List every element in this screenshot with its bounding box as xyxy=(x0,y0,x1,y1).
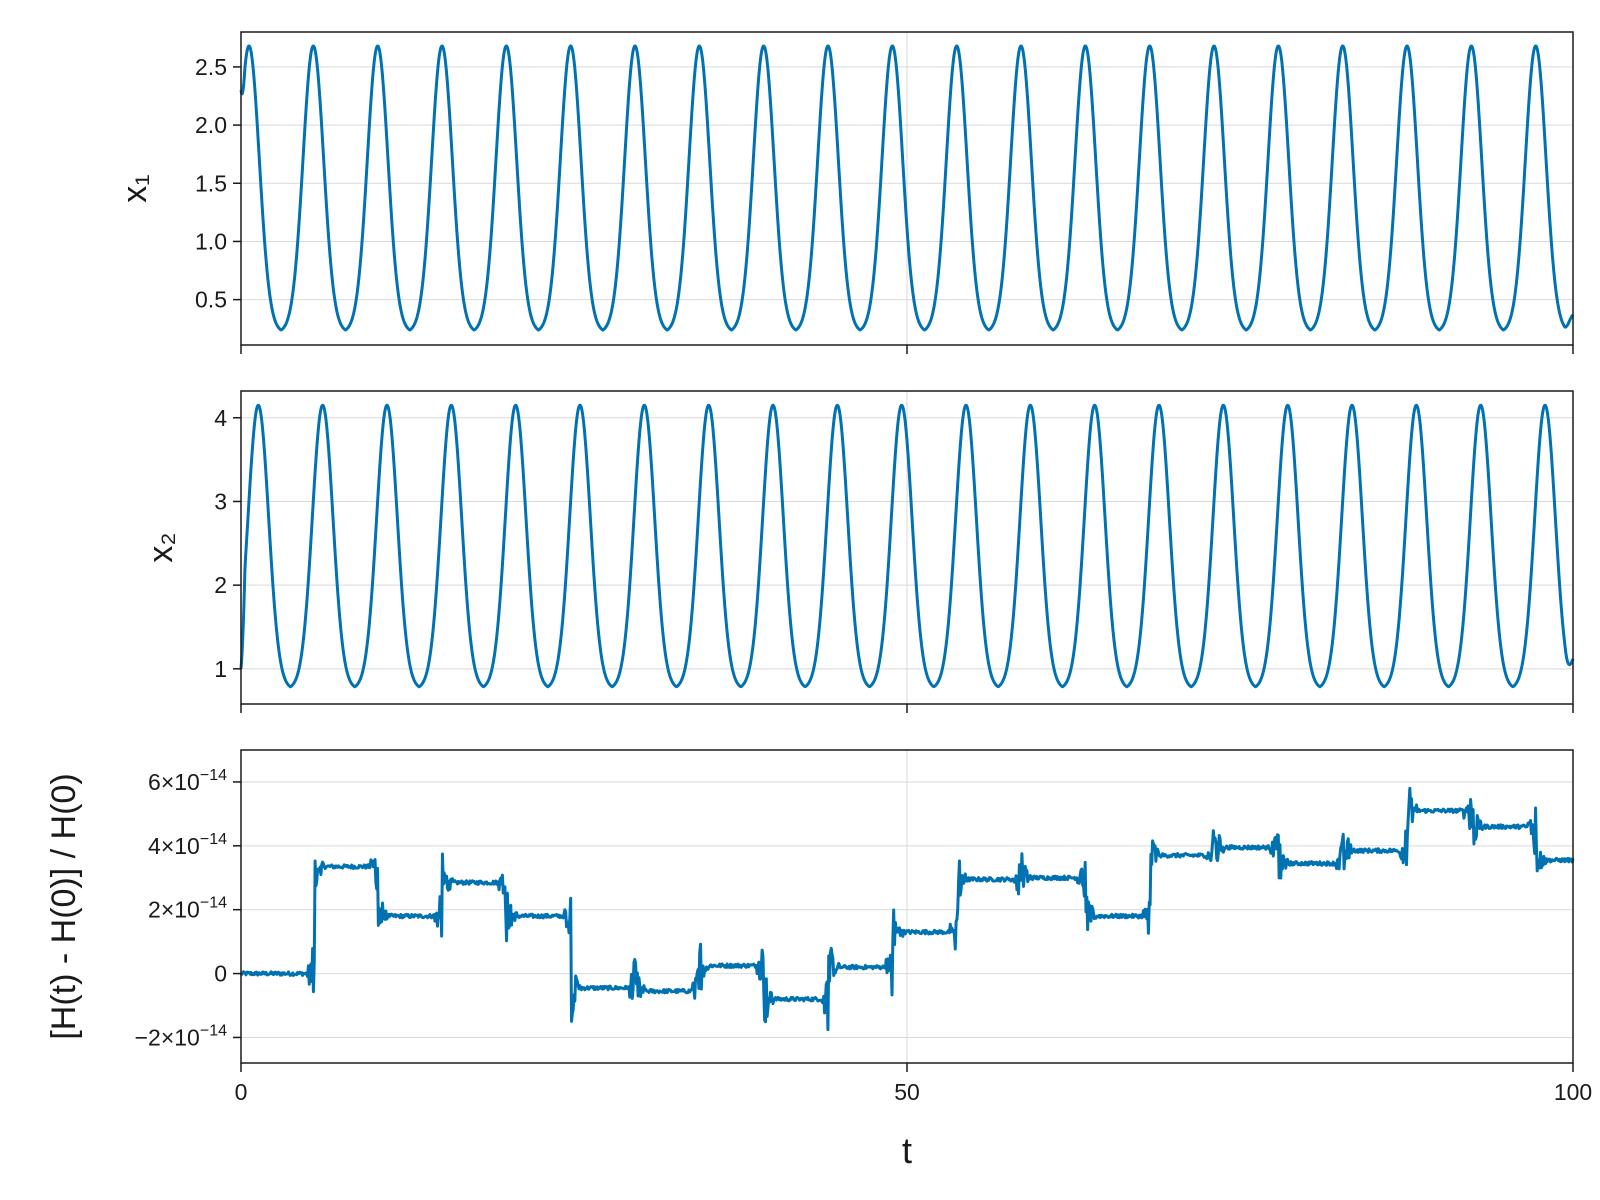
y-axis-label: [H(t) - H(0)] / H(0) xyxy=(45,773,83,1039)
x-tick-label: 50 xyxy=(894,1079,920,1105)
x2-panel: 1 2 3 4 x₂ xyxy=(142,390,1575,713)
y-tick-label: 1.0 xyxy=(195,228,227,254)
y-tick-mantissa: 6×10 xyxy=(148,769,200,795)
series-line xyxy=(239,403,1575,689)
y-tick-label: −2×10−14 xyxy=(135,1022,227,1050)
y-tick-label: 3 xyxy=(214,488,227,514)
series-line xyxy=(239,44,1575,332)
y-tick-exponent: −14 xyxy=(200,767,227,784)
y-tick-exponent: −14 xyxy=(200,895,227,912)
y-tick-label: 6×10−14 xyxy=(148,767,227,795)
x1-panel: 0.5 1.0 1.5 2.0 2.5 x₁ xyxy=(116,31,1575,354)
y-axis-label: x₁ xyxy=(116,174,154,202)
x-tick-label: 100 xyxy=(1554,1079,1592,1105)
y-tick-mantissa: 0 xyxy=(214,961,227,987)
y-tick-mantissa: 2×10 xyxy=(148,897,200,923)
y-tick-mantissa: 4×10 xyxy=(148,833,200,859)
y-tick-label: 1 xyxy=(214,656,227,682)
y-tick-label: 4×10−14 xyxy=(148,831,227,859)
y-tick-exponent: −14 xyxy=(200,831,227,848)
y-tick-exponent: −14 xyxy=(200,1022,227,1039)
y-tick-label: 0.5 xyxy=(195,287,227,313)
y-tick-label: 2.0 xyxy=(195,112,227,138)
x-tick-label: 0 xyxy=(235,1079,248,1105)
y-tick-label: 1.5 xyxy=(195,170,227,196)
series-line xyxy=(239,786,1575,1032)
y-tick-mantissa: −2×10 xyxy=(135,1024,200,1050)
y-axis-label: x₂ xyxy=(142,532,180,562)
y-tick-label: 4 xyxy=(214,405,227,431)
y-tick-label: 2.5 xyxy=(195,54,227,80)
y-tick-label: 2 xyxy=(214,572,227,598)
x-axis-label: t xyxy=(902,1130,912,1171)
y-tick-label: 0 xyxy=(214,961,227,987)
y-tick-label: 2×10−14 xyxy=(148,895,227,923)
